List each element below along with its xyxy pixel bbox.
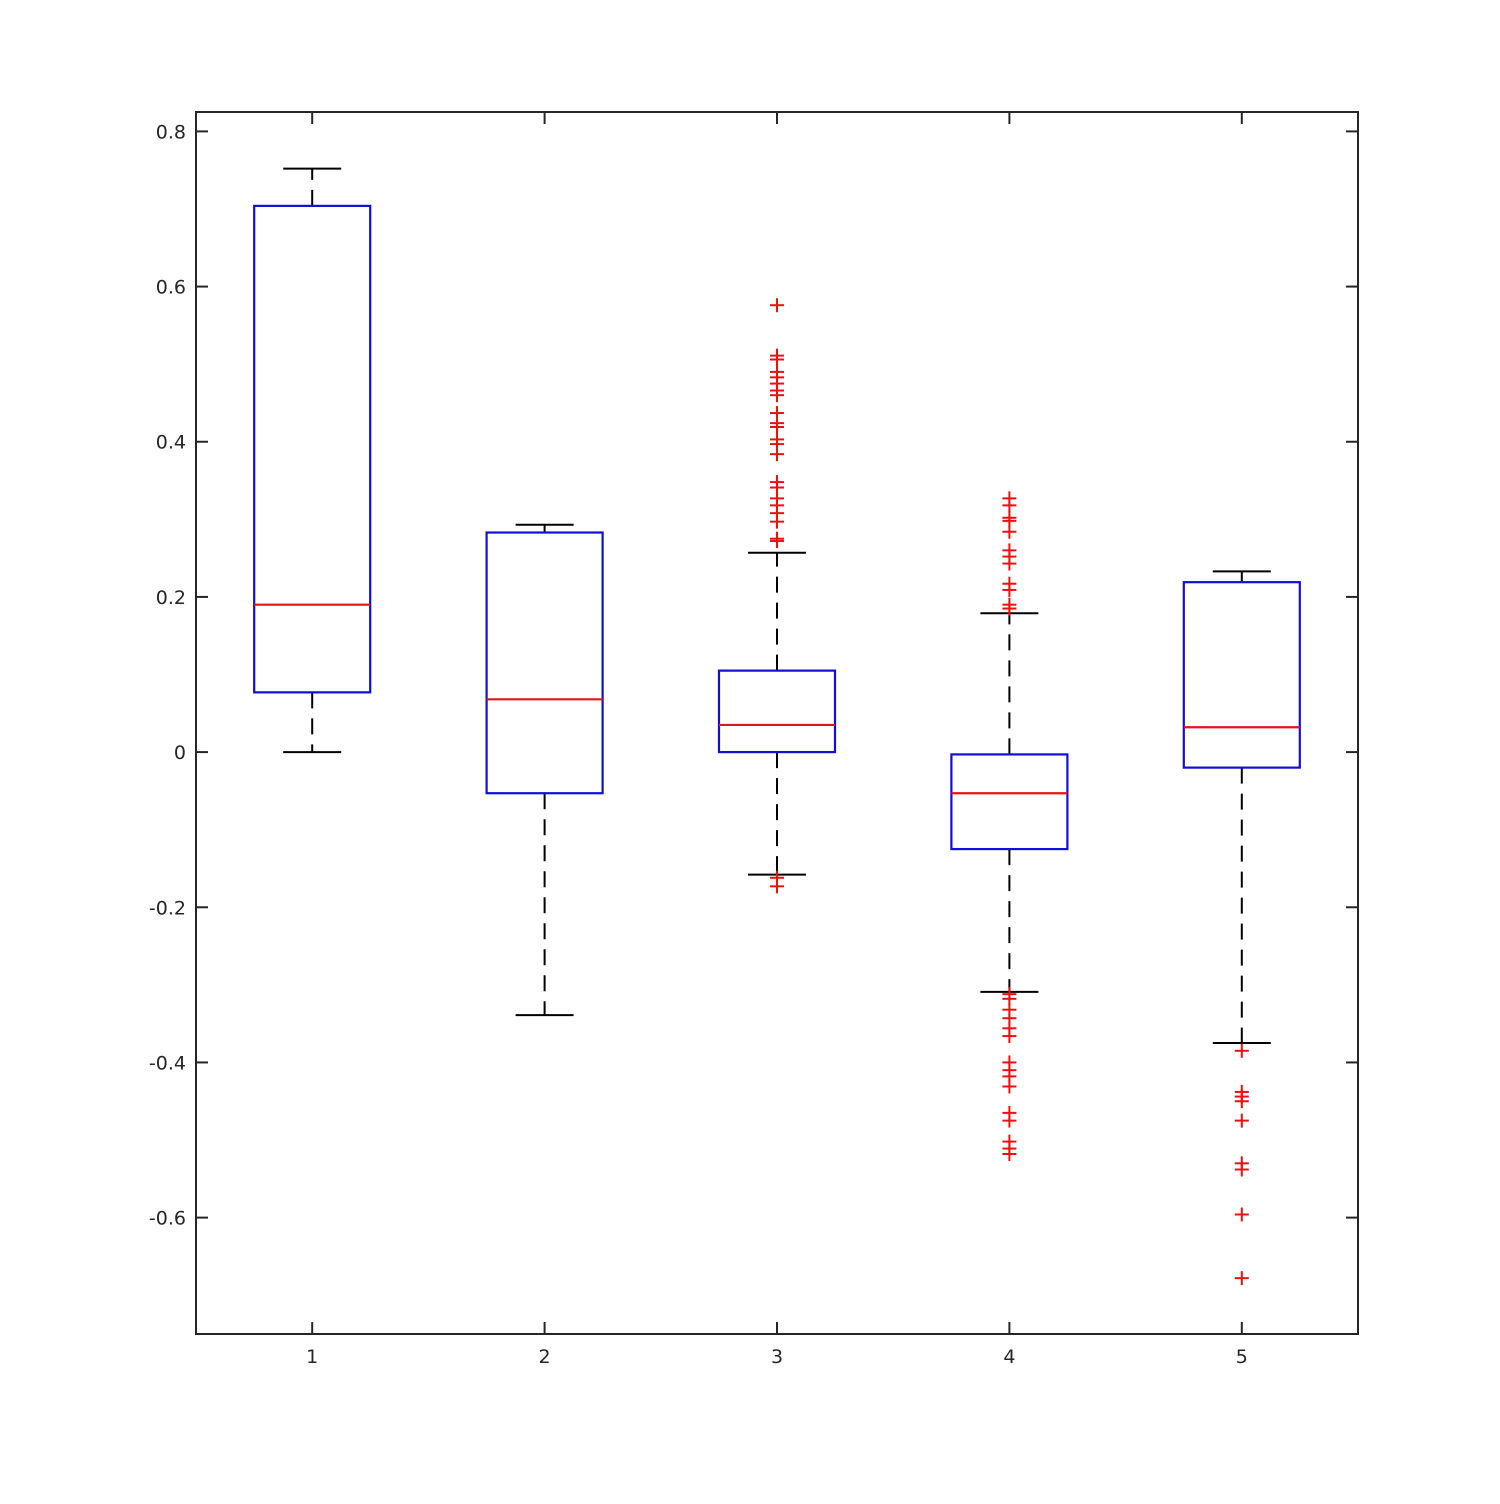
outlier-marker [1002,556,1017,571]
outlier-marker [770,534,784,549]
box-group-5 [1182,570,1301,1286]
y-tick-label: -0.2 [149,897,186,919]
x-tick-label: 4 [1003,1346,1015,1368]
y-tick-label: -0.6 [149,1208,186,1230]
y-tick-label: 0.8 [156,121,186,143]
outlier-marker [1002,601,1017,616]
outlier-marker [770,514,784,529]
x-tick-label: 5 [1236,1346,1248,1368]
outlier-marker [770,352,784,367]
y-tick-label: -0.4 [149,1052,186,1074]
box [717,669,837,754]
box [950,753,1069,851]
box-group-2 [485,523,604,1017]
x-tick-label: 3 [771,1346,783,1368]
outlier-marker [1234,1271,1249,1286]
outlier-marker [1002,1146,1017,1161]
outlier-marker [1002,582,1017,597]
outlier-marker [770,388,784,403]
box-group-1 [253,167,372,754]
axes: -0.6 -0.4 -0.2 0 0.2 0.4 0.6 0.8 1 2 3 4 5 [149,111,1359,1368]
outlier-marker [1234,1094,1249,1109]
box-group-3 [717,298,837,894]
y-tick-label: 0.4 [156,432,186,454]
x-tick-label: 1 [306,1346,318,1368]
box-group-4 [950,491,1069,1161]
outlier-marker [770,298,784,313]
plot-area [253,167,1301,1286]
outlier-marker [1234,1162,1249,1177]
x-tick-label: 2 [539,1346,551,1368]
outlier-marker [1234,1113,1249,1128]
y-tick-label: 0.2 [156,587,186,609]
outlier-marker [1234,1043,1249,1058]
outlier-marker [1234,1207,1249,1222]
outlier-marker [1002,498,1017,513]
outlier-marker [1002,1029,1017,1044]
y-tick-label: 0.6 [156,277,186,299]
outlier-marker [770,420,784,435]
box [1182,581,1301,769]
outlier-marker [1002,1113,1017,1128]
box [485,531,604,795]
y-tick-label: 0 [174,742,186,764]
outlier-marker [1002,1079,1017,1094]
box [253,204,372,694]
outlier-marker [770,447,784,462]
outlier-marker [770,879,784,894]
outlier-marker [1002,524,1017,539]
